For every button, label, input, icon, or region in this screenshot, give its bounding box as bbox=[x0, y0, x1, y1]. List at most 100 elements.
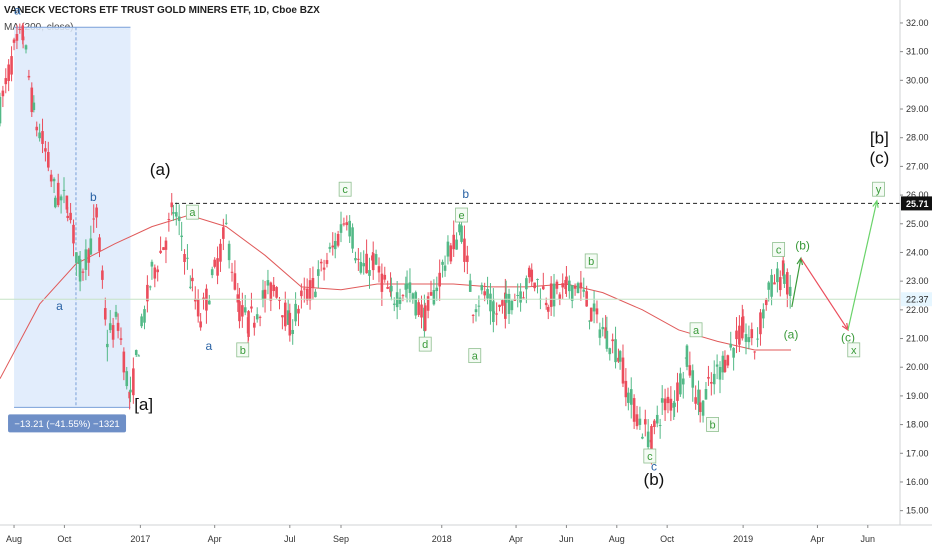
candle-body bbox=[122, 351, 126, 373]
candle-body bbox=[253, 322, 256, 328]
candle-body bbox=[116, 322, 120, 331]
candle-body bbox=[452, 234, 456, 250]
candle-body bbox=[69, 212, 72, 221]
wave-label: b bbox=[240, 345, 246, 357]
candle-body bbox=[449, 245, 453, 262]
candle-body bbox=[380, 273, 384, 292]
time-tick-label: Oct bbox=[660, 534, 675, 544]
candle-body bbox=[390, 285, 393, 292]
candle-body bbox=[483, 291, 486, 296]
candle-body bbox=[605, 330, 609, 349]
candle-body bbox=[125, 371, 129, 387]
candle-body bbox=[208, 300, 211, 305]
candle-body bbox=[643, 419, 647, 425]
candle-body bbox=[172, 212, 175, 214]
candle-body bbox=[78, 259, 82, 282]
candle-body bbox=[7, 64, 10, 81]
candle-body bbox=[140, 316, 143, 327]
wave-label-box bbox=[236, 342, 250, 358]
candle-body bbox=[65, 195, 69, 210]
price-tick-label: 25.00 bbox=[906, 219, 929, 229]
wave-label: e bbox=[458, 210, 464, 222]
price-tick-label: 15.00 bbox=[906, 506, 929, 516]
time-tick-label: Apr bbox=[810, 534, 824, 544]
candle-body bbox=[601, 326, 605, 330]
candle-body bbox=[441, 261, 444, 265]
wave-label: (a) bbox=[150, 160, 171, 179]
candle-body bbox=[238, 301, 241, 322]
candle-body bbox=[764, 299, 768, 306]
candle-body bbox=[762, 309, 765, 319]
wave-label: b bbox=[710, 419, 716, 431]
candle-body bbox=[49, 174, 53, 182]
candle-body bbox=[423, 305, 427, 331]
candle-body bbox=[66, 215, 70, 218]
candle-body bbox=[98, 237, 101, 252]
projection-layer bbox=[791, 199, 879, 332]
candle-body bbox=[224, 222, 228, 224]
candle-body bbox=[164, 240, 168, 250]
candle-body bbox=[89, 238, 93, 255]
candle-body bbox=[598, 329, 602, 338]
candle-body bbox=[300, 290, 303, 297]
candle-body bbox=[463, 238, 466, 262]
candle-body bbox=[401, 295, 405, 297]
candle-body bbox=[398, 297, 402, 304]
candle-body bbox=[767, 282, 771, 290]
resistance-price-tag bbox=[901, 196, 932, 211]
candle-body bbox=[314, 291, 317, 298]
candle-layer bbox=[0, 23, 792, 465]
price-tick-label: 28.00 bbox=[906, 133, 929, 143]
candle-body bbox=[776, 268, 779, 283]
candle-body bbox=[196, 299, 200, 317]
projection-arrowhead bbox=[872, 199, 879, 208]
candle-body bbox=[694, 397, 697, 404]
candle-body bbox=[608, 348, 612, 355]
measure-box bbox=[8, 414, 127, 433]
price-tick-label: 20.00 bbox=[906, 362, 929, 372]
candle-body bbox=[519, 291, 522, 303]
wave-label: a bbox=[693, 325, 700, 337]
candle-body bbox=[522, 297, 525, 299]
candle-body bbox=[468, 280, 472, 292]
candle-body bbox=[216, 258, 219, 276]
measure-label: −13.21 (−41.55%) −1321 bbox=[14, 419, 119, 430]
projection-segment bbox=[800, 257, 849, 331]
candle-body bbox=[726, 355, 730, 366]
projection-segment bbox=[791, 258, 802, 308]
candle-body bbox=[471, 314, 475, 316]
candle-body bbox=[589, 307, 593, 322]
candle-body bbox=[747, 337, 751, 343]
resistance-price-label: 25.71 bbox=[906, 199, 929, 209]
wave-label: c bbox=[647, 451, 653, 463]
wave-label: a bbox=[14, 3, 21, 17]
candle-body bbox=[193, 298, 197, 302]
wave-label: a bbox=[206, 339, 213, 353]
candle-body bbox=[655, 414, 659, 424]
candle-body bbox=[308, 280, 312, 301]
time-tick-label: 2017 bbox=[130, 534, 150, 544]
candle-body bbox=[302, 288, 306, 290]
candle-body bbox=[92, 218, 96, 220]
candle-body bbox=[137, 355, 141, 357]
time-tick-label: Sep bbox=[333, 534, 349, 544]
candle-body bbox=[47, 151, 50, 168]
candle-body bbox=[159, 250, 162, 253]
candle-body bbox=[707, 376, 710, 379]
candle-body bbox=[4, 78, 8, 85]
wave-label-box bbox=[772, 242, 786, 257]
candle-body bbox=[618, 351, 622, 362]
candle-body bbox=[291, 329, 295, 334]
candle-body bbox=[477, 305, 481, 307]
candle-body bbox=[658, 425, 662, 427]
candle-body bbox=[627, 392, 630, 403]
candle-body bbox=[84, 249, 88, 270]
candle-body bbox=[492, 311, 496, 314]
candle-body bbox=[288, 312, 292, 336]
wave-label-box bbox=[418, 336, 432, 352]
candle-body bbox=[0, 96, 2, 124]
price-tick-label: 32.00 bbox=[906, 18, 929, 28]
candle-body bbox=[697, 389, 700, 405]
candle-body bbox=[710, 382, 713, 384]
